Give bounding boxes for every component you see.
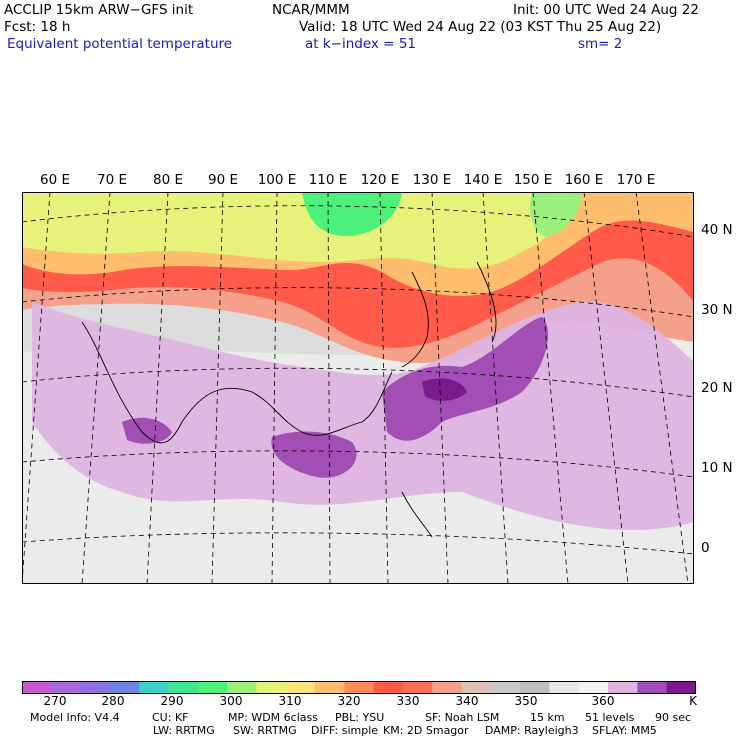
- lon-label: 110 E: [308, 172, 348, 188]
- colorbar-swatch: [608, 681, 638, 694]
- lon-label: 140 E: [463, 172, 503, 188]
- footer-timestep: 90 sec: [655, 711, 692, 724]
- footer-resolution: 15 km: [530, 711, 565, 724]
- colorbar-swatch: [51, 681, 82, 694]
- footer-cu: CU: KF: [152, 711, 189, 724]
- footer-levels: 51 levels: [585, 711, 635, 724]
- map-field-300: [302, 192, 402, 237]
- lon-label: 60 E: [40, 172, 70, 188]
- colorbar-label: 320: [337, 694, 361, 708]
- colorbar-label: 300: [219, 694, 243, 708]
- colorbar-unit: K: [689, 694, 697, 708]
- lat-label: 0: [701, 540, 710, 556]
- map-field-370: [122, 417, 172, 444]
- colorbar-swatch: [315, 681, 345, 694]
- lon-label: 120 E: [360, 172, 400, 188]
- map-field-310: [22, 192, 582, 269]
- lat-label: 40 N: [701, 222, 733, 238]
- level-index: at k−index = 51: [305, 36, 416, 52]
- colorbar: [22, 681, 696, 694]
- footer-lw: LW: RRTMG: [153, 724, 215, 737]
- coastline: [81, 321, 393, 444]
- colorbar-label: 310: [278, 694, 302, 708]
- lat-label: 20 N: [701, 380, 733, 396]
- coastline: [401, 271, 429, 368]
- colorbar-swatch: [373, 681, 404, 694]
- footer-mp: MP: WDM 6class: [228, 711, 318, 724]
- lon-label: 160 E: [564, 172, 604, 188]
- lon-label: 70 E: [97, 172, 127, 188]
- colorbar-swatch: [461, 681, 492, 694]
- lon-label: 80 E: [153, 172, 183, 188]
- lon-label: 170 E: [616, 172, 656, 188]
- colorbar-swatch: [80, 681, 111, 694]
- footer-pbl: PBL: YSU: [335, 711, 385, 724]
- colorbar-label: 290: [160, 694, 184, 708]
- colorbar-frame: [22, 681, 696, 694]
- colorbar-label: 350: [514, 694, 538, 708]
- colorbar-swatch: [578, 681, 609, 694]
- colorbar-label: 270: [43, 694, 67, 708]
- colorbar-label: 330: [396, 694, 420, 708]
- colorbar-swatch: [168, 681, 199, 694]
- theta-e-map: [22, 192, 694, 584]
- map-field-370: [271, 431, 357, 478]
- colorbar-swatch: [666, 681, 696, 694]
- lon-label: 150 E: [513, 172, 553, 188]
- colorbar-label: 360: [591, 694, 615, 708]
- graticule: [22, 192, 694, 584]
- footer-damp: DAMP: Rayleigh3: [485, 724, 579, 737]
- lon-label: 100 E: [257, 172, 297, 188]
- map-field-305: [530, 192, 582, 237]
- colorbar-swatch: [22, 681, 52, 694]
- colorbar-swatch: [344, 681, 375, 694]
- colorbar-swatch: [432, 681, 463, 694]
- colorbar-swatch: [197, 681, 228, 694]
- lat-label: 30 N: [701, 302, 733, 318]
- colorbar-swatch: [256, 681, 287, 694]
- model-title: ACCLIP 15km ARW−GFS init: [4, 2, 194, 18]
- map-frame: [22, 192, 694, 584]
- colorbar-swatch: [490, 681, 521, 694]
- colorbar-swatch: [549, 681, 580, 694]
- colorbar-label: 280: [101, 694, 125, 708]
- lat-label: 10 N: [701, 460, 733, 476]
- colorbar-swatch: [520, 681, 550, 694]
- lon-label: 90 E: [208, 172, 238, 188]
- colorbar-swatch: [402, 681, 433, 694]
- coastline: [476, 261, 497, 343]
- colorbar-swatch: [139, 681, 170, 694]
- valid-time: Valid: 18 UTC Wed 24 Aug 22 (03 KST Thu …: [299, 19, 662, 35]
- init-time: Init: 00 UTC Wed 24 Aug 22: [513, 2, 699, 18]
- map-field-375: [422, 378, 467, 401]
- colorbar-label: 340: [455, 694, 479, 708]
- map-field-370: [382, 317, 549, 441]
- footer-diff: DIFF: simple: [311, 724, 379, 737]
- forecast-hour: Fcst: 18 h: [4, 19, 71, 35]
- colorbar-swatch: [637, 681, 668, 694]
- footer-km: KM: 2D Smagor: [383, 724, 469, 737]
- footer-model-info: Model Info: V4.4: [30, 711, 120, 724]
- colorbar-swatch: [109, 681, 140, 694]
- colorbar-swatch: [285, 681, 316, 694]
- field-name: Equivalent potential temperature: [7, 36, 233, 52]
- colorbar-swatch: [227, 681, 257, 694]
- footer-sw: SW: RRTMG: [233, 724, 297, 737]
- footer-sflay: SFLAY: MM5: [592, 724, 657, 737]
- coastline: [401, 491, 433, 538]
- institution-label: NCAR/MMM: [272, 2, 350, 18]
- footer-sf: SF: Noah LSM: [425, 711, 500, 724]
- smoothing-label: sm= 2: [578, 36, 623, 52]
- lon-label: 130 E: [412, 172, 452, 188]
